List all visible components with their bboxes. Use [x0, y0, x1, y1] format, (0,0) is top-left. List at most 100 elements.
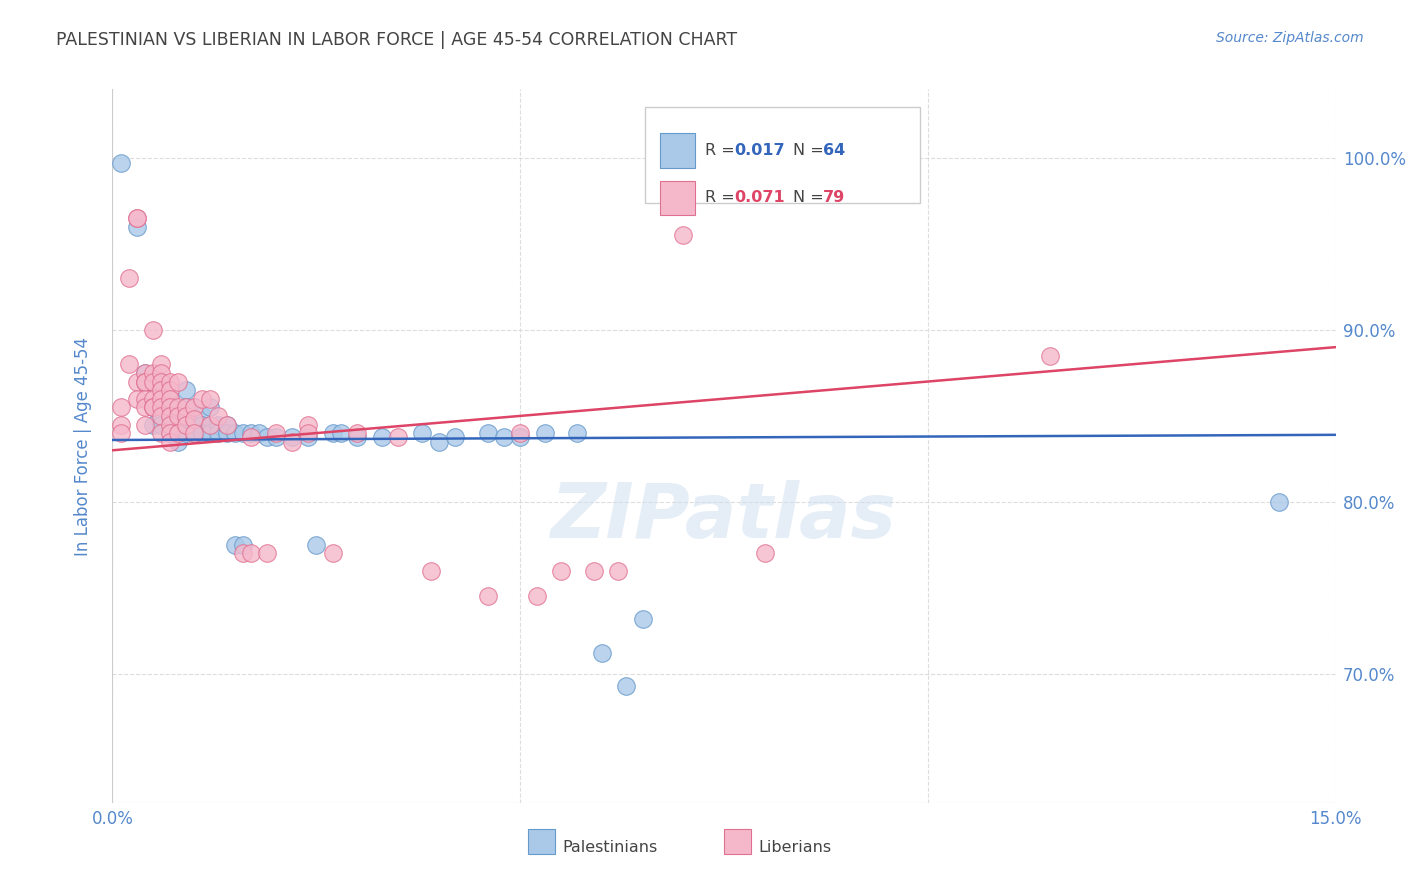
Point — [427, 434, 450, 449]
Point — [134, 375, 156, 389]
Point — [174, 401, 197, 415]
Point — [142, 401, 165, 415]
Point — [492, 429, 515, 443]
Point — [582, 564, 605, 578]
Point — [305, 538, 328, 552]
Point — [166, 426, 188, 441]
Point — [191, 426, 214, 441]
Point — [150, 383, 173, 397]
Point — [110, 417, 132, 432]
Point — [191, 392, 214, 406]
Point — [183, 426, 205, 441]
Point — [591, 646, 613, 660]
Point — [150, 375, 173, 389]
Point — [159, 434, 181, 449]
Y-axis label: In Labor Force | Age 45-54: In Labor Force | Age 45-54 — [73, 336, 91, 556]
FancyBboxPatch shape — [661, 180, 695, 215]
Point — [672, 228, 695, 243]
Point — [134, 401, 156, 415]
Point — [297, 429, 319, 443]
Point — [207, 409, 229, 423]
Point — [329, 426, 352, 441]
FancyBboxPatch shape — [529, 830, 555, 855]
Point — [174, 409, 197, 423]
Text: R =: R = — [704, 190, 740, 205]
Point — [533, 426, 555, 441]
Point — [224, 538, 246, 552]
Point — [150, 401, 173, 415]
Point — [150, 357, 173, 371]
Point — [166, 417, 188, 432]
Point — [174, 426, 197, 441]
Point — [232, 538, 254, 552]
Point — [215, 417, 238, 432]
Text: N =: N = — [793, 190, 828, 205]
Point — [240, 426, 263, 441]
Point — [125, 375, 148, 389]
Point — [166, 434, 188, 449]
Point — [125, 211, 148, 226]
Point — [166, 409, 188, 423]
Point — [1039, 349, 1062, 363]
Point — [207, 417, 229, 432]
Point — [183, 401, 205, 415]
Point — [526, 590, 548, 604]
Point — [509, 429, 531, 443]
Point — [134, 366, 156, 380]
Text: 0.071: 0.071 — [734, 190, 785, 205]
Point — [166, 426, 188, 441]
Point — [134, 417, 156, 432]
Point — [159, 401, 181, 415]
Point — [150, 401, 173, 415]
Point — [387, 429, 409, 443]
Point — [150, 375, 173, 389]
Point — [142, 401, 165, 415]
Text: R =: R = — [704, 143, 740, 158]
Point — [370, 429, 392, 443]
Point — [142, 375, 165, 389]
Text: 0.017: 0.017 — [734, 143, 785, 158]
Point — [240, 546, 263, 560]
Point — [444, 429, 467, 443]
Point — [1267, 495, 1289, 509]
Point — [419, 564, 441, 578]
Point — [477, 590, 499, 604]
Point — [150, 417, 173, 432]
Text: N =: N = — [793, 143, 828, 158]
Point — [322, 546, 344, 560]
Point — [142, 401, 165, 415]
Point — [281, 429, 304, 443]
Point — [150, 392, 173, 406]
Point — [183, 412, 205, 426]
Point — [142, 366, 165, 380]
FancyBboxPatch shape — [724, 830, 751, 855]
Text: Source: ZipAtlas.com: Source: ZipAtlas.com — [1216, 31, 1364, 45]
Point — [256, 546, 278, 560]
Point — [322, 426, 344, 441]
Point — [567, 426, 589, 441]
Point — [183, 417, 205, 432]
Point — [159, 417, 181, 432]
Point — [240, 429, 263, 443]
Point — [134, 375, 156, 389]
Point — [281, 434, 304, 449]
Point — [200, 401, 222, 415]
Point — [134, 366, 156, 380]
Point — [247, 426, 270, 441]
Point — [224, 426, 246, 441]
Point — [142, 392, 165, 406]
Point — [110, 156, 132, 170]
Point — [754, 546, 776, 560]
Point — [110, 426, 132, 441]
Point — [159, 409, 181, 423]
Point — [142, 323, 165, 337]
Point — [256, 429, 278, 443]
Point — [166, 375, 188, 389]
Point — [200, 426, 222, 441]
Point — [264, 429, 287, 443]
Point — [125, 392, 148, 406]
Point — [110, 401, 132, 415]
Point — [346, 426, 368, 441]
Point — [159, 409, 181, 423]
Point — [159, 426, 181, 441]
